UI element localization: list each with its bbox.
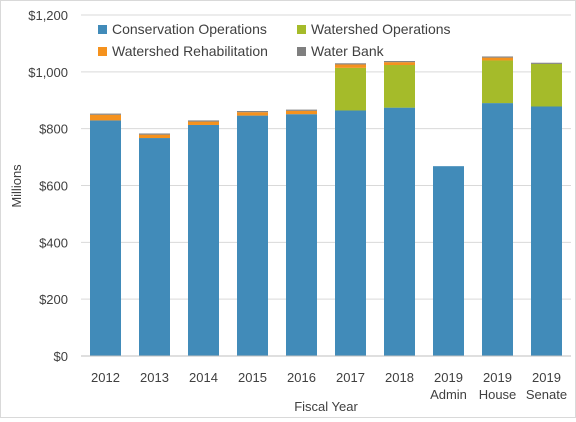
y-tick-label: $1,000 — [28, 65, 68, 80]
legend-swatch — [98, 47, 107, 56]
bar-segment — [384, 62, 415, 66]
bar-segment — [482, 57, 513, 61]
bar-segment — [237, 112, 268, 116]
bar-segment — [531, 63, 562, 107]
x-tick-label: House — [479, 387, 517, 402]
bar-segment — [237, 111, 268, 113]
bar-segment — [90, 120, 121, 356]
bar-segment — [335, 67, 366, 111]
x-tick-labels: 2012 2013 2014 2015 2016 2017 2018 2019 Admin 201… — [91, 370, 567, 402]
bar-segment — [482, 56, 513, 58]
x-tick-label: 2014 — [189, 370, 218, 385]
x-tick-label: 2019 — [532, 370, 561, 385]
bar-segment — [482, 60, 513, 104]
legend-label: Watershed Operations — [311, 21, 451, 37]
bar-segment — [188, 120, 219, 122]
y-tick-label: $1,200 — [28, 8, 68, 23]
x-tick-label: Admin — [430, 387, 467, 402]
bar-segment — [139, 134, 170, 139]
bar-segment — [286, 109, 317, 111]
bar-segment — [531, 106, 562, 356]
y-tick-label: $800 — [39, 122, 68, 137]
legend-swatch — [98, 25, 107, 34]
bar-segment — [139, 133, 170, 135]
bar-segment — [335, 110, 366, 356]
bar-segment — [433, 166, 464, 356]
bar-segment — [384, 107, 415, 356]
x-tick-label: 2018 — [385, 370, 414, 385]
legend-label: Water Bank — [311, 43, 385, 59]
y-tick-labels: $0 $200 $400 $600 $800 $1,000 $1,200 — [28, 8, 68, 364]
y-tick-label: $600 — [39, 179, 68, 194]
bar-segment — [482, 103, 513, 356]
bar-segment — [188, 121, 219, 125]
x-tick-label: 2016 — [287, 370, 316, 385]
y-tick-label: $400 — [39, 235, 68, 250]
bar-segment — [90, 113, 121, 115]
x-tick-label: Senate — [526, 387, 567, 402]
legend-label: Conservation Operations — [112, 21, 267, 37]
bar-segment — [286, 114, 317, 356]
x-tick-label: 2015 — [238, 370, 267, 385]
x-tick-label: 2012 — [91, 370, 120, 385]
bar-segment — [139, 138, 170, 356]
legend-label: Watershed Rehabilitation — [112, 43, 268, 59]
bar-segment — [531, 62, 562, 64]
bar-segment — [335, 63, 366, 65]
x-tick-label: 2019 — [483, 370, 512, 385]
y-axis-title: Millions — [9, 164, 24, 208]
legend-swatch — [297, 47, 306, 56]
bar-segment — [90, 114, 121, 121]
bar-segment — [188, 124, 219, 356]
y-tick-label: $200 — [39, 292, 68, 307]
bar-segment — [384, 61, 415, 63]
legend-swatch — [297, 25, 306, 34]
legend: Conservation Operations Watershed Operati… — [98, 21, 451, 59]
bar-segment — [286, 110, 317, 115]
bar-segment — [384, 65, 415, 108]
bars — [90, 56, 562, 356]
bar-segment — [335, 64, 366, 68]
x-tick-label: 2019 — [434, 370, 463, 385]
x-axis-title: Fiscal Year — [294, 399, 358, 414]
bar-segment — [237, 115, 268, 356]
y-tick-label: $0 — [54, 349, 68, 364]
x-tick-label: 2017 — [336, 370, 365, 385]
x-tick-label: 2013 — [140, 370, 169, 385]
